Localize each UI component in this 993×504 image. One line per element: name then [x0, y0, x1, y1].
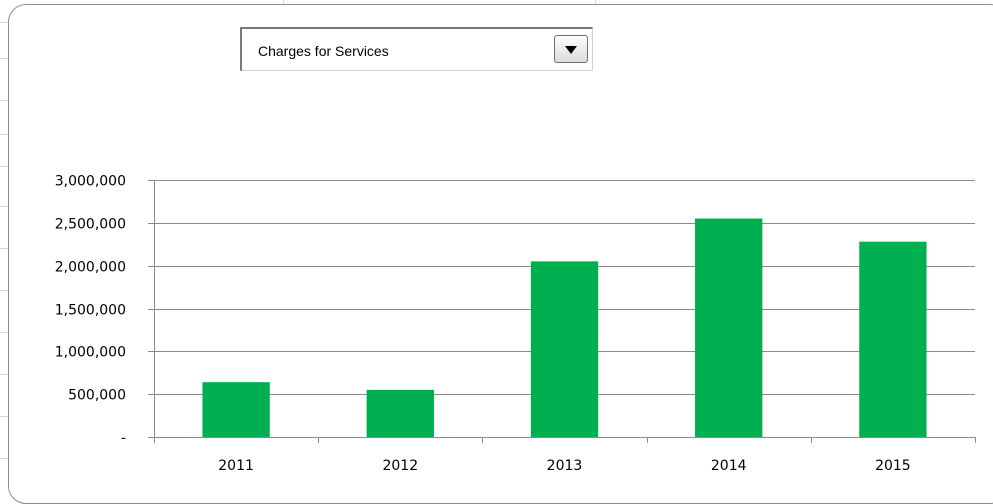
x-tick-label: 2015 [875, 458, 911, 474]
row-gridline [0, 206, 12, 207]
y-tick-label: 2,000,000 [55, 260, 126, 276]
bar-2012[interactable] [366, 389, 434, 437]
row-gridline [0, 416, 12, 417]
y-tick-label: - [121, 431, 126, 447]
x-tick-label: 2011 [218, 458, 254, 474]
row-gridline [0, 22, 12, 23]
y-tick-label: 1,500,000 [55, 303, 126, 319]
row-gridline [0, 166, 12, 167]
bar-chart: - 500,000 1,000,000 1,500,000 2,000,000 2,500… [55, 174, 976, 474]
row-gridline [0, 134, 12, 135]
chevron-down-icon [565, 46, 577, 54]
row-gridline [0, 374, 12, 375]
y-axis-tick-labels: - 500,000 1,000,000 1,500,000 2,000,000 2,500… [55, 174, 126, 447]
category-dropdown[interactable]: Charges for Services [240, 27, 593, 71]
x-tick-label: 2014 [711, 458, 747, 474]
row-gridline [0, 458, 12, 459]
bar-2011[interactable] [202, 382, 270, 437]
y-tick-label: 500,000 [68, 388, 126, 404]
axes [148, 180, 976, 443]
x-tick-label: 2013 [547, 458, 583, 474]
dropdown-arrow-button[interactable] [554, 35, 588, 63]
y-tick-label: 3,000,000 [55, 174, 126, 190]
row-gridline [0, 248, 12, 249]
y-tick-label: 1,000,000 [55, 345, 126, 361]
row-gridline [0, 100, 12, 101]
bar-2015[interactable] [859, 241, 927, 437]
bar-2014[interactable] [695, 218, 763, 437]
row-gridline [0, 332, 12, 333]
row-gridline [0, 58, 12, 59]
bars [202, 218, 927, 437]
row-gridline [0, 290, 12, 291]
bar-2013[interactable] [530, 261, 599, 437]
dropdown-selected-value: Charges for Services [258, 43, 389, 59]
x-axis-tick-labels: 2011 2012 2013 2014 2015 [218, 458, 910, 474]
x-tick-label: 2012 [382, 458, 418, 474]
y-tick-label: 2,500,000 [55, 217, 126, 233]
